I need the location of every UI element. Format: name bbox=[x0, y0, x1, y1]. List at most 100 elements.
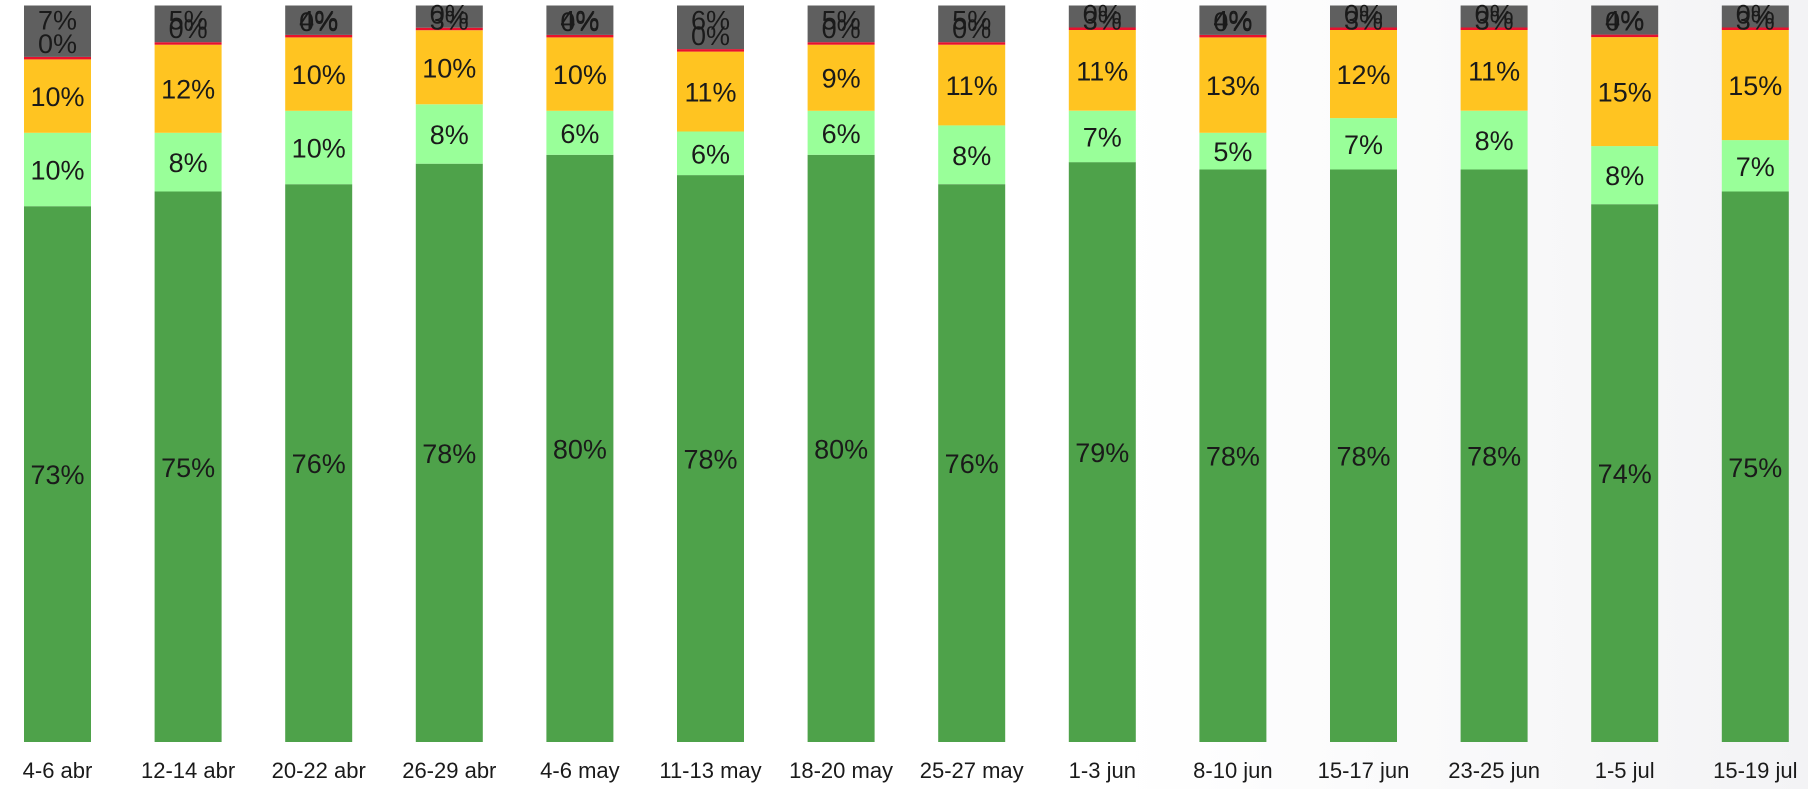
x-tick-label-6: 11-13 may bbox=[659, 758, 761, 783]
bar-segment-3-3 bbox=[285, 37, 353, 111]
segment-label-1-10: 78% bbox=[1206, 442, 1260, 472]
segment-label-3-14: 15% bbox=[1728, 71, 1782, 101]
bar-segment-4-1 bbox=[24, 56, 91, 60]
bar-segment-4-5 bbox=[546, 34, 614, 38]
x-tick-label-14: 15-19 jul bbox=[1713, 758, 1797, 783]
bar-segment-2-14 bbox=[1721, 140, 1789, 192]
segment-label-4-9: 0% bbox=[1083, 0, 1122, 30]
segment-label-1-1: 73% bbox=[30, 460, 84, 490]
segment-label-3-6: 11% bbox=[684, 78, 736, 108]
segment-label-5-10: 4% bbox=[1213, 6, 1252, 36]
segment-label-4-13: 0% bbox=[1605, 7, 1644, 37]
x-tick-label-13: 1-5 jul bbox=[1595, 758, 1655, 783]
bar-segment-2-9 bbox=[1068, 110, 1136, 163]
bar-segment-2-1 bbox=[24, 132, 91, 207]
segment-label-1-6: 78% bbox=[683, 445, 737, 475]
segment-label-2-1: 10% bbox=[30, 156, 84, 186]
segment-label-1-7: 80% bbox=[814, 434, 868, 464]
segment-label-2-2: 8% bbox=[169, 148, 208, 178]
segment-label-5-8: 5% bbox=[952, 6, 991, 36]
segment-label-3-5: 10% bbox=[553, 60, 607, 90]
segment-label-5-11: 3% bbox=[1344, 6, 1383, 36]
segment-label-4-6: 0% bbox=[691, 21, 730, 51]
segment-label-5-7: 5% bbox=[822, 6, 861, 36]
bar-segment-5-6 bbox=[677, 5, 744, 50]
bar-segment-5-10 bbox=[1199, 5, 1267, 35]
x-tick-label-11: 15-17 jun bbox=[1318, 758, 1410, 783]
x-tick-label-5: 4-6 may bbox=[540, 758, 619, 783]
bar-segment-5-5 bbox=[546, 5, 614, 35]
bar-segment-2-5 bbox=[546, 110, 614, 155]
bar-segment-1-14 bbox=[1721, 191, 1789, 742]
bar-segment-3-8 bbox=[938, 44, 1006, 126]
bar-segment-2-13 bbox=[1591, 146, 1659, 205]
segment-label-2-3: 10% bbox=[292, 134, 346, 164]
segment-label-4-8: 0% bbox=[952, 14, 991, 44]
segment-label-2-12: 8% bbox=[1475, 126, 1514, 156]
x-tick-label-2: 12-14 abr bbox=[141, 758, 235, 783]
bar-segment-4-2 bbox=[154, 42, 222, 45]
segment-label-5-1: 7% bbox=[38, 6, 77, 36]
segment-label-5-6: 6% bbox=[691, 6, 730, 36]
bar-segment-5-1 bbox=[24, 5, 91, 57]
bar-segment-3-9 bbox=[1068, 30, 1136, 111]
segment-label-3-9: 11% bbox=[1076, 56, 1128, 86]
bar-segment-1-9 bbox=[1068, 162, 1136, 743]
bar-segment-2-11 bbox=[1330, 118, 1397, 170]
bar-segment-3-11 bbox=[1330, 30, 1397, 119]
segment-label-3-11: 12% bbox=[1336, 60, 1390, 90]
bar-segment-2-3 bbox=[285, 110, 353, 185]
x-tick-label-8: 25-27 may bbox=[920, 758, 1024, 783]
bar-segment-3-2 bbox=[154, 44, 222, 133]
segment-label-2-8: 8% bbox=[952, 141, 991, 171]
segment-label-2-11: 7% bbox=[1344, 130, 1383, 160]
bar-segment-5-4 bbox=[415, 5, 483, 28]
segment-label-1-9: 79% bbox=[1075, 438, 1129, 468]
bar-segment-4-3 bbox=[285, 34, 353, 38]
bar-segment-3-4 bbox=[415, 30, 483, 105]
segment-label-3-12: 11% bbox=[1468, 56, 1520, 86]
bar-segment-4-7 bbox=[807, 42, 875, 45]
bar-segment-1-10 bbox=[1199, 169, 1267, 742]
x-tick-label-10: 8-10 jun bbox=[1193, 758, 1273, 783]
bar-segment-4-12 bbox=[1460, 27, 1528, 30]
segment-label-5-2: 5% bbox=[169, 6, 208, 36]
segment-label-3-1: 10% bbox=[30, 82, 84, 112]
bar-segment-5-12 bbox=[1460, 5, 1528, 28]
segment-label-3-3: 10% bbox=[292, 60, 346, 90]
segment-label-4-3: 0% bbox=[299, 7, 338, 37]
bar-segment-4-9 bbox=[1068, 27, 1136, 30]
bar-segment-1-5 bbox=[546, 154, 614, 743]
bar-segment-2-10 bbox=[1199, 132, 1267, 170]
bar-segment-1-7 bbox=[807, 154, 875, 743]
bar-segment-4-14 bbox=[1721, 27, 1789, 30]
bar-segment-2-6 bbox=[677, 131, 744, 176]
bar-segment-4-11 bbox=[1330, 27, 1397, 30]
segment-label-3-7: 9% bbox=[822, 64, 861, 94]
segment-label-1-14: 75% bbox=[1728, 453, 1782, 483]
bar-segment-2-12 bbox=[1460, 110, 1528, 170]
segment-label-4-1: 0% bbox=[38, 29, 77, 59]
segment-label-2-6: 6% bbox=[691, 139, 730, 169]
segment-label-1-3: 76% bbox=[292, 449, 346, 479]
bar-segment-5-13 bbox=[1591, 5, 1659, 35]
bar-segment-5-11 bbox=[1330, 5, 1397, 28]
bar-segment-3-1 bbox=[24, 59, 91, 133]
bar-segment-3-13 bbox=[1591, 37, 1659, 147]
bar-segment-4-8 bbox=[938, 42, 1006, 45]
bar-segment-1-8 bbox=[938, 184, 1006, 742]
segment-label-2-7: 6% bbox=[822, 119, 861, 149]
segment-label-2-10: 5% bbox=[1213, 137, 1252, 167]
bar-segment-1-4 bbox=[415, 163, 483, 742]
x-tick-label-1: 4-6 abr bbox=[23, 758, 93, 783]
segment-label-5-14: 3% bbox=[1736, 6, 1775, 36]
segment-label-4-7: 0% bbox=[822, 14, 861, 44]
bar-segment-3-6 bbox=[677, 51, 744, 132]
bar-segment-1-13 bbox=[1591, 204, 1659, 742]
bar-segment-3-14 bbox=[1721, 30, 1789, 141]
segment-labels-layer: 73%10%10%0%7%75%8%12%0%5%76%10%10%0%4%78… bbox=[30, 0, 1782, 490]
bar-segment-3-7 bbox=[807, 44, 875, 111]
bar-segment-5-2 bbox=[154, 5, 222, 43]
segment-label-2-14: 7% bbox=[1736, 152, 1775, 182]
segment-label-1-12: 78% bbox=[1467, 442, 1521, 472]
